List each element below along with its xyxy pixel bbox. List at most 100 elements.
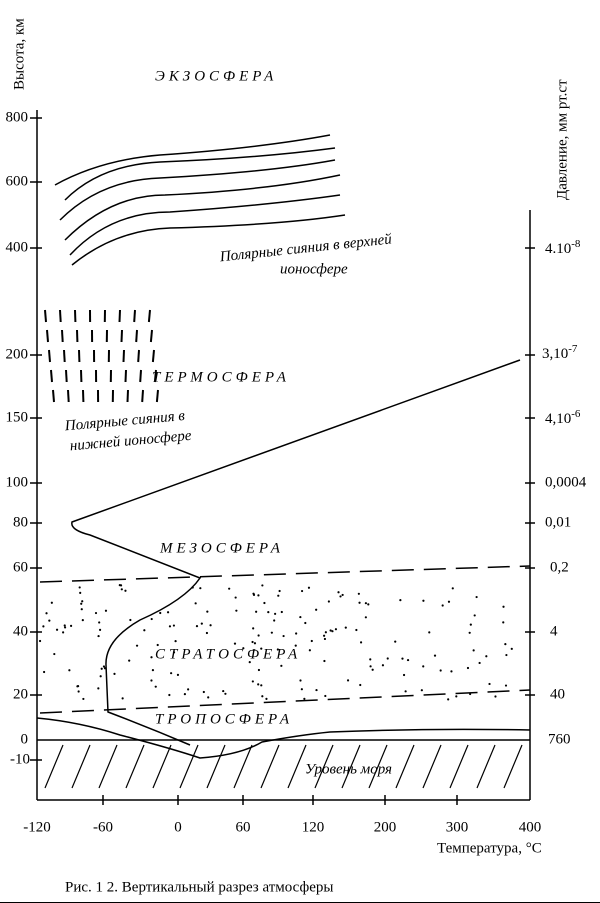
decoration <box>77 690 80 693</box>
decoration <box>248 661 251 664</box>
layer-label: ЭКЗОСФЕРА <box>155 68 277 84</box>
decoration <box>224 692 227 695</box>
decoration <box>404 690 407 693</box>
decoration <box>118 309 121 323</box>
decoration <box>277 594 280 597</box>
decoration <box>310 639 313 643</box>
decoration <box>476 744 496 789</box>
decoration <box>381 664 385 667</box>
decoration <box>469 623 472 626</box>
x-tick-label: 300 <box>446 819 469 835</box>
y2-tick-label: 4,10-6 <box>545 408 581 428</box>
decoration <box>183 693 186 696</box>
decoration <box>233 642 237 645</box>
decoration <box>324 694 327 698</box>
drawing <box>30 110 535 805</box>
y-tick-label: 40 <box>13 623 28 639</box>
caption: Рис. 1 2. Вертикальный разрез атмосферы <box>65 879 333 895</box>
decoration <box>367 603 370 606</box>
decoration <box>315 688 318 692</box>
decoration <box>475 595 478 599</box>
decoration <box>355 628 358 632</box>
decoration <box>133 309 136 323</box>
y-tick-label: 60 <box>13 559 28 575</box>
decoration <box>420 689 423 692</box>
decoration <box>253 642 257 645</box>
x-tick-label: -120 <box>23 819 51 835</box>
decoration <box>151 349 155 363</box>
decoration <box>267 611 270 614</box>
y-tick-label: 400 <box>6 239 29 255</box>
y2-tick-label: 3,10-7 <box>542 343 578 363</box>
decoration <box>472 649 475 652</box>
decoration <box>287 744 307 789</box>
decoration <box>124 369 127 383</box>
decoration <box>261 584 264 587</box>
decoration <box>422 665 425 668</box>
decoration <box>478 661 481 665</box>
decoration <box>98 628 102 631</box>
decoration <box>53 652 56 656</box>
decoration <box>422 599 425 602</box>
decoration <box>300 589 304 593</box>
x-axis-title: Температура, °С <box>437 840 542 856</box>
decoration <box>299 679 302 682</box>
decoration <box>299 615 302 619</box>
decoration <box>450 670 453 673</box>
decoration <box>147 309 151 323</box>
decoration <box>159 611 162 615</box>
y-tick-label: 0 <box>21 731 29 747</box>
decoration <box>199 587 202 590</box>
decoration <box>257 594 260 597</box>
decoration <box>406 658 410 662</box>
annotation: Полярные сияния в верхней <box>218 231 393 265</box>
layer-label: ТЕРМОСФЕРА <box>152 369 290 385</box>
decoration <box>44 744 64 789</box>
decoration <box>44 309 47 323</box>
decoration <box>98 621 101 624</box>
decoration <box>149 329 153 343</box>
decoration <box>137 349 140 363</box>
decoration <box>50 601 53 604</box>
decoration <box>433 654 437 657</box>
decoration <box>206 744 226 789</box>
y-tick-label: 150 <box>6 409 29 425</box>
y2-tick-label: 4.10-8 <box>545 238 581 258</box>
y-tick-label: 200 <box>6 346 29 362</box>
decoration <box>135 329 138 343</box>
decoration <box>122 349 125 363</box>
x-tick-label: 60 <box>236 819 251 835</box>
decoration <box>322 634 326 637</box>
decoration <box>428 631 431 634</box>
decoration <box>451 587 454 590</box>
decoration <box>401 657 404 660</box>
decoration <box>455 695 458 698</box>
decoration <box>280 610 283 614</box>
decoration <box>38 639 42 643</box>
decoration <box>263 601 266 605</box>
decoration <box>341 744 361 789</box>
decoration <box>358 601 361 604</box>
decoration <box>126 389 129 403</box>
decoration <box>344 626 347 629</box>
decoration <box>120 588 123 591</box>
decoration <box>449 744 469 789</box>
decoration <box>156 643 159 647</box>
decoration <box>255 610 258 613</box>
decoration <box>97 687 100 690</box>
x-tick-label: 200 <box>374 819 397 835</box>
decoration <box>505 653 508 657</box>
decoration <box>439 669 442 672</box>
decoration <box>113 672 116 675</box>
decoration <box>129 618 132 622</box>
decoration <box>141 389 144 403</box>
decoration <box>357 592 360 595</box>
decoration <box>155 389 159 403</box>
decoration <box>135 644 139 647</box>
decoration <box>206 610 209 613</box>
decoration <box>150 656 153 659</box>
decoration <box>104 609 108 612</box>
decoration <box>323 659 326 663</box>
decoration <box>80 608 83 611</box>
decoration <box>473 614 476 617</box>
